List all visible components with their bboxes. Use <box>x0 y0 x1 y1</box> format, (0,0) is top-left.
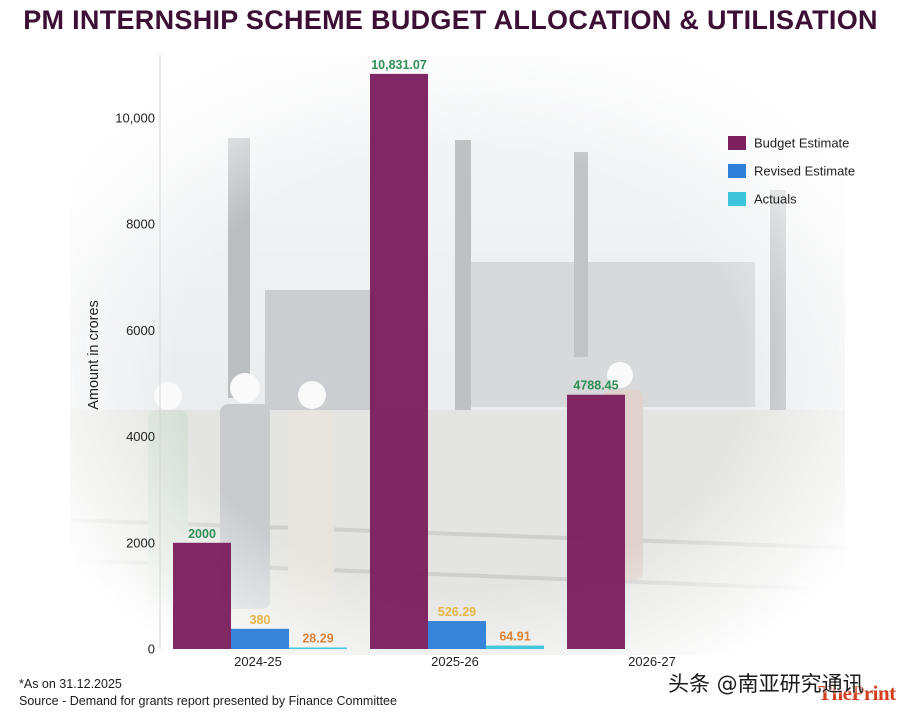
footnote-source: Source - Demand for grants report presen… <box>19 694 397 708</box>
y-tick-label: 0 <box>148 642 155 657</box>
y-axis-label: Amount in crores <box>86 300 102 410</box>
photo-worker <box>288 411 334 606</box>
y-tick-label: 4000 <box>126 429 155 444</box>
bar-revised-estimate-2025-26 <box>428 621 486 649</box>
data-label-budget-estimate-2024-25: 2000 <box>188 527 216 541</box>
x-axis: 2024-25 2025-26 2026-27 <box>234 654 676 669</box>
data-label-actuals-2025-26: 64.91 <box>499 630 530 644</box>
legend-label: Actuals <box>754 192 797 207</box>
photo-worker-helmet <box>154 382 182 410</box>
legend-item-actuals: Actuals <box>728 192 797 207</box>
y-axis: 0 2000 4000 6000 8000 10,000 <box>115 55 161 657</box>
photo-insulator <box>228 138 250 398</box>
data-label-actuals-2024-25: 28.29 <box>302 631 333 645</box>
theprint-logo: ThePrint <box>818 681 896 705</box>
legend-swatch <box>728 164 746 178</box>
photo-rail <box>69 518 846 550</box>
legend-label: Budget Estimate <box>754 136 849 151</box>
bar-actuals-2024-25 <box>289 647 347 649</box>
legend-label: Revised Estimate <box>754 164 855 179</box>
legend: Budget Estimate Revised Estimate Actuals <box>728 136 855 207</box>
y-tick-label: 8000 <box>126 217 155 232</box>
y-tick-label: 6000 <box>126 323 155 338</box>
data-label-revised-estimate-2025-26: 526.29 <box>438 605 476 619</box>
y-tick-label: 2000 <box>126 535 155 550</box>
data-label-budget-estimate-2026-27: 4788.45 <box>573 379 618 393</box>
y-tick-label: 10,000 <box>115 111 155 126</box>
photo-worker-helmet <box>298 381 326 409</box>
chart-title: PM INTERNSHIP SCHEME BUDGET ALLOCATION &… <box>23 5 878 35</box>
photo-worker <box>220 404 270 609</box>
legend-swatch <box>728 192 746 206</box>
bar-actuals-2025-26 <box>486 645 544 649</box>
legend-item-budget-estimate: Budget Estimate <box>728 136 849 151</box>
watermark-text: 头条 @南亚研究通讯 <box>668 672 864 696</box>
footnote-as-on: *As on 31.12.2025 <box>19 677 122 691</box>
data-labels: 2000 10,831.07 4788.45 380 526.29 28.29 64.91 <box>188 58 619 646</box>
x-tick-label: 2026-27 <box>628 654 676 669</box>
bar-budget-estimate-2025-26 <box>370 73 428 650</box>
x-tick-label: 2024-25 <box>234 654 282 669</box>
photo-insulator <box>574 152 588 357</box>
data-label-revised-estimate-2024-25: 380 <box>250 613 271 627</box>
bar-budget-estimate-2024-25 <box>173 542 231 649</box>
legend-swatch <box>728 136 746 150</box>
photo-worker-helmet <box>230 373 260 403</box>
bar-budget-estimate-2026-27 <box>567 394 625 649</box>
bar-revised-estimate-2024-25 <box>231 628 289 649</box>
data-label-budget-estimate-2025-26: 10,831.07 <box>371 58 427 72</box>
x-tick-label: 2025-26 <box>431 654 479 669</box>
legend-item-revised-estimate: Revised Estimate <box>728 164 855 179</box>
bars <box>173 73 625 650</box>
photo-insulator <box>770 190 786 455</box>
photo-worker-helmet <box>607 362 633 388</box>
photo-insulator <box>455 140 471 415</box>
